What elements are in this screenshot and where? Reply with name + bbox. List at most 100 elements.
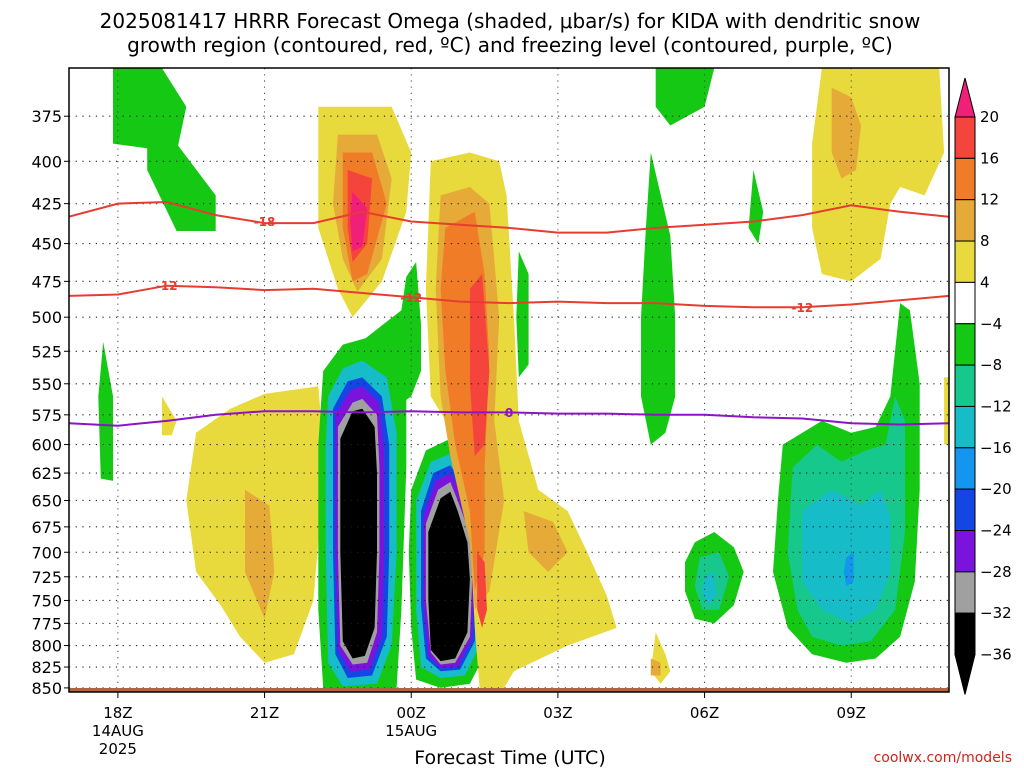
y-tick-label-725: 725 [31,568,62,587]
colorbar-top-arrow [954,77,976,118]
colorbar-box-1 [954,157,976,201]
colorbar-label-4: 4 [980,273,990,291]
chart-title-line1: 2025081417 HRRR Forecast Omega (shaded, … [100,9,921,33]
x-tick-date-00Z: 15AUG [385,722,437,740]
omega-region-27 [469,274,490,457]
contour-label-0: -18 [254,215,276,229]
colorbar-bottom-arrow [954,654,976,695]
plot-area: -18 -12 -12 -12 0 [69,68,949,692]
y-tick-label-600: 600 [31,436,62,455]
x-tick-date-18Z: 14AUG [92,722,144,740]
omega-shading [98,68,949,690]
omega-region-38 [702,571,717,606]
x-tick-label-00Z: 00Z [397,704,426,722]
colorbar-box-3 [954,240,976,283]
colorbar-box-8 [954,447,976,490]
omega-region-40 [831,87,861,179]
y-tick-label-550: 550 [31,375,62,394]
colorbar-label-7: −12 [980,397,1012,415]
chart-title-line2: growth region (contoured, red, ºC) and f… [127,33,893,57]
x-tick-label-06Z: 06Z [690,704,719,722]
y-tick-label-850: 850 [31,679,62,698]
omega-region-44 [802,489,891,624]
y-tick-label-625: 625 [31,464,62,483]
contour-label-2: -12 [400,291,422,305]
colorbar-label-12: −32 [980,604,1012,622]
x-tick-label-09Z: 09Z [837,704,866,722]
x-axis-title: Forecast Time (UTC) [414,747,605,768]
colorbar-label-6: −8 [980,356,1002,374]
x-tick-label-21Z: 21Z [250,704,279,722]
colorbar-box-6 [954,364,976,407]
y-tick-label-475: 475 [31,272,62,291]
colorbar-label-5: −4 [980,315,1002,333]
y-tick-label-675: 675 [31,518,62,537]
y-tick-label-500: 500 [31,308,62,327]
y-tick-label-700: 700 [31,543,62,562]
y-tick-label-450: 450 [31,235,62,254]
omega-region-29 [523,511,568,572]
y-tick-label-400: 400 [31,152,62,171]
colorbar-box-9 [954,488,976,531]
x-tick-label-18Z: 18Z [103,704,132,722]
omega-region-45 [843,552,854,587]
omega-region-10 [350,192,368,252]
y-tick-label-825: 825 [31,658,62,677]
x-tick-year-18Z: 2025 [99,740,137,758]
colorbar-label-1: 16 [980,149,999,167]
contour-line-0 [69,200,949,234]
colorbar-box-4 [954,281,976,325]
colorbar-label-0: 20 [980,108,999,126]
pressure-axis: 375 400 425 450 475 500 525 550 575 600 625 650 675 7… [31,107,69,698]
colorbar-box-0 [954,116,976,159]
omega-region-28 [477,552,487,628]
colorbar-label-9: −20 [980,480,1012,498]
omega-region-41 [944,377,949,445]
contour-label-3: -12 [791,301,813,315]
omega-region-0 [113,68,187,153]
plot-frame [68,67,950,693]
omega-region-1 [147,143,216,231]
omega-region-23 [428,491,470,662]
credit-text: coolwx.com/models [874,750,1012,766]
y-tick-label-575: 575 [31,406,62,425]
colorbar-box-11 [954,571,976,614]
ground-surface-bar [69,688,949,692]
contour-line-4 [69,410,949,427]
omega-region-33 [748,170,764,244]
y-tick-label-425: 425 [31,195,62,214]
omega-region-30 [516,251,529,378]
y-tick-label-800: 800 [31,637,62,656]
colorbar-box-2 [954,199,976,242]
colorbar-label-8: −16 [980,439,1012,457]
colorbar-box-5 [954,323,976,366]
colorbar-label-3: 8 [980,232,990,250]
omega-region-35 [650,658,661,676]
colorbar: 20 16 12 8 4 −4 −8 −12 −16 −20 −24 −28 −32 −36 [954,77,1012,695]
omega-region-31 [641,152,676,445]
contour-label-1: -12 [156,279,178,293]
contour-label-4: 0 [505,406,513,420]
y-tick-label-525: 525 [31,342,62,361]
colorbar-label-2: 12 [980,191,999,209]
contour-line-1 [69,284,949,309]
omega-region-5 [245,489,275,619]
colorbar-box-12 [954,612,976,656]
colorbar-box-7 [954,405,976,449]
omega-region-3 [161,396,177,436]
x-tick-label-03Z: 03Z [543,704,572,722]
omega-region-17 [340,408,377,659]
y-tick-label-775: 775 [31,614,62,633]
y-tick-label-375: 375 [31,107,62,126]
temperature-contours: -18 -12 -12 -12 0 [69,200,949,427]
colorbar-label-11: −28 [980,563,1012,581]
y-tick-label-650: 650 [31,491,62,510]
y-tick-label-750: 750 [31,591,62,610]
omega-region-32 [655,68,715,126]
omega-region-2 [98,341,113,481]
colorbar-label-10: −24 [980,522,1012,540]
colorbar-box-10 [954,530,976,573]
colorbar-label-13: −36 [980,646,1012,664]
